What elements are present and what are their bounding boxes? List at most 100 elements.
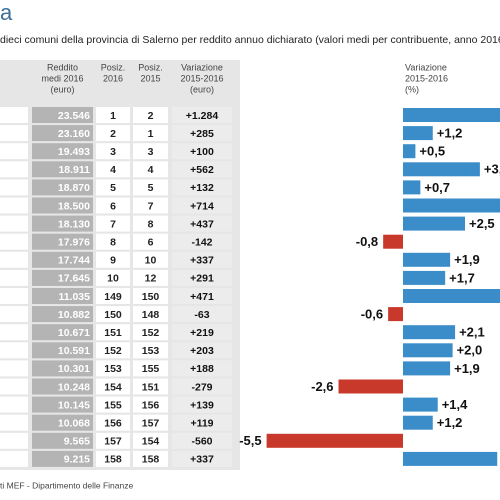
cell-bg xyxy=(96,360,130,377)
cell: 157 xyxy=(104,436,122,448)
bar xyxy=(403,270,446,285)
name-cell xyxy=(0,396,28,413)
cell-bg xyxy=(172,414,232,431)
bar xyxy=(403,415,433,430)
cell-bg xyxy=(32,324,93,341)
name-cell xyxy=(0,306,28,323)
cell: 17.744 xyxy=(58,255,90,267)
column-header: Variazione xyxy=(181,62,223,72)
chart-header: Variazione xyxy=(405,62,447,72)
cell: +337 xyxy=(190,255,214,267)
cell-bg xyxy=(133,179,168,196)
cell: 153 xyxy=(142,345,160,357)
cell-bg xyxy=(96,396,130,413)
name-cell xyxy=(0,179,28,196)
cell-bg xyxy=(172,215,232,232)
cell: 4 xyxy=(110,164,116,176)
cell-bg xyxy=(32,179,93,196)
column-header: 2016 xyxy=(103,73,123,83)
cell: 155 xyxy=(142,363,160,375)
cell-bg xyxy=(172,378,232,395)
bar xyxy=(338,379,403,394)
bar xyxy=(403,162,480,177)
value-label: +0,7 xyxy=(424,180,450,195)
cell-bg xyxy=(96,432,130,449)
cell-bg xyxy=(32,360,93,377)
value-label: +1,9 xyxy=(454,361,480,376)
name-cell xyxy=(0,197,28,214)
cell: 10 xyxy=(145,255,157,267)
cell: 5 xyxy=(148,182,154,194)
cell: +291 xyxy=(190,273,214,285)
cell-bg xyxy=(96,233,130,250)
cell: +471 xyxy=(190,291,214,303)
cell-bg xyxy=(172,432,232,449)
cell-bg xyxy=(96,414,130,431)
cell-bg xyxy=(96,450,130,467)
cell-bg xyxy=(96,179,130,196)
cell-bg xyxy=(172,396,232,413)
bar xyxy=(388,307,403,322)
cell: 18.911 xyxy=(58,164,90,176)
cell-bg xyxy=(32,197,93,214)
name-cell xyxy=(0,215,28,232)
column-header: 2015-2016 xyxy=(180,73,223,83)
cell: 158 xyxy=(104,454,122,466)
cell: 151 xyxy=(142,381,160,393)
column-header: (euro) xyxy=(50,84,74,94)
cell: 153 xyxy=(104,363,122,375)
cell: 10.591 xyxy=(58,345,90,357)
cell-bg xyxy=(96,107,130,123)
cell-bg xyxy=(32,396,93,413)
cell: +100 xyxy=(190,146,214,158)
cell-bg xyxy=(172,342,232,359)
value-label: +1,7 xyxy=(449,270,475,285)
cell-bg xyxy=(32,161,93,178)
cell: 12 xyxy=(145,273,157,285)
cell-bg xyxy=(133,306,168,323)
cell: 17.976 xyxy=(58,236,90,248)
subtitle: dieci comuni della provincia di Salerno … xyxy=(0,34,500,46)
cell: 2 xyxy=(148,110,154,122)
cell: +562 xyxy=(190,164,214,176)
bar xyxy=(403,144,416,159)
cell-bg xyxy=(133,342,168,359)
bar xyxy=(403,361,451,376)
cell: 10.671 xyxy=(58,327,90,339)
cell: +132 xyxy=(190,182,214,194)
cell: 150 xyxy=(104,309,122,321)
cell: 149 xyxy=(104,291,122,303)
cell: 7 xyxy=(148,200,154,212)
cell: 11.035 xyxy=(58,291,90,303)
cell-bg xyxy=(133,161,168,178)
cell: 3 xyxy=(110,146,116,158)
cell-bg xyxy=(133,360,168,377)
cell-bg xyxy=(96,324,130,341)
cell-bg xyxy=(133,251,168,268)
chart-header: (%) xyxy=(405,84,419,94)
cell: 8 xyxy=(110,236,116,248)
cell-bg xyxy=(96,251,130,268)
cell-bg xyxy=(172,161,232,178)
source: ti MEF - Dipartimento delle Finanze xyxy=(0,480,133,490)
name-cell xyxy=(0,143,28,160)
cell: -63 xyxy=(194,309,209,321)
cell-bg xyxy=(133,233,168,250)
cell: 152 xyxy=(104,345,122,357)
bar xyxy=(403,343,453,358)
cell-bg xyxy=(172,306,232,323)
cell-bg xyxy=(133,215,168,232)
cell: 154 xyxy=(142,436,160,448)
cell-bg xyxy=(96,215,130,232)
value-label: +0,5 xyxy=(419,144,445,159)
value-label: +1,9 xyxy=(454,252,480,267)
cell: 154 xyxy=(104,381,122,393)
cell-bg xyxy=(96,378,130,395)
cell: +219 xyxy=(190,327,214,339)
cell-bg xyxy=(133,432,168,449)
value-label: -2,6 xyxy=(311,379,333,394)
cell-bg xyxy=(133,269,168,286)
bar xyxy=(403,126,433,141)
cell: 9.215 xyxy=(64,454,90,466)
cell-bg xyxy=(96,143,130,160)
